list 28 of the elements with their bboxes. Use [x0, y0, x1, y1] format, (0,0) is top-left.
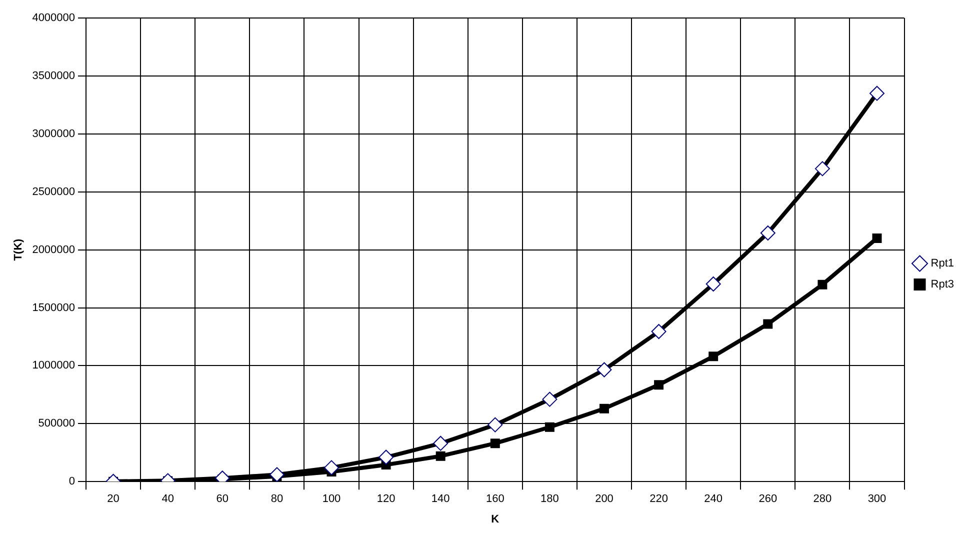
x-tick-label: 160 — [486, 493, 504, 506]
x-tick-label: 100 — [322, 493, 341, 506]
x-tick-label: 200 — [595, 493, 614, 506]
y-tick-label: 1000000 — [32, 360, 76, 372]
y-tick-label: 2000000 — [32, 244, 76, 256]
x-tick-label: 300 — [868, 493, 886, 506]
x-tick-label: 260 — [758, 493, 778, 506]
y-tick-label: 4000000 — [32, 12, 76, 24]
x-tick-label: 280 — [813, 493, 832, 506]
y-tick-label: 2500000 — [32, 186, 76, 198]
y-axis-title: T(K) — [12, 238, 25, 261]
y-tick-label: 3000000 — [32, 128, 76, 140]
y-tick-label: 1500000 — [32, 302, 76, 314]
legend-label: Rpt3 — [930, 278, 954, 291]
x-tick-label: 80 — [270, 493, 284, 506]
y-tick-label: 3500000 — [32, 70, 76, 82]
x-tick-label: 120 — [376, 493, 396, 506]
x-tick-label: 20 — [107, 493, 120, 506]
y-tick-label: 500000 — [38, 418, 76, 430]
x-tick-label: 60 — [216, 493, 229, 506]
x-tick-label: 180 — [540, 493, 559, 506]
x-tick-label: 40 — [162, 493, 174, 506]
legend-label: Rpt1 — [930, 258, 954, 270]
y-tick-label: 0 — [68, 476, 76, 488]
x-tick-label: 140 — [431, 493, 450, 506]
x-axis-title: K — [491, 513, 500, 526]
x-tick-label: 240 — [704, 493, 723, 506]
x-tick-label: 220 — [650, 493, 668, 506]
